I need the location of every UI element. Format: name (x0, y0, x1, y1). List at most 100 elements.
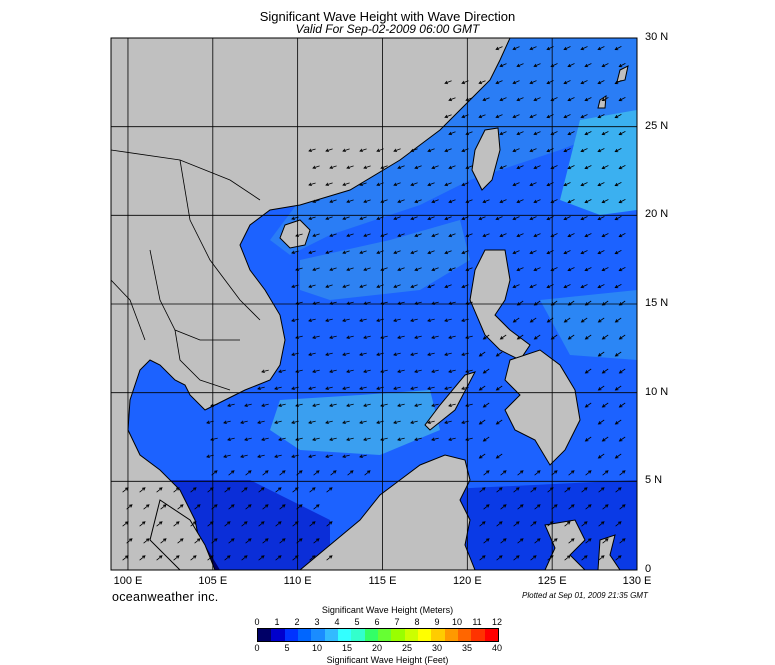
wave-direction-arrow (325, 352, 333, 356)
wave-direction-arrow (376, 420, 384, 424)
wave-direction-arrow (482, 334, 490, 340)
wave-direction-arrow (275, 487, 282, 493)
wave-direction-arrow (194, 538, 201, 544)
wave-direction-arrow (618, 334, 626, 340)
wave-direction-arrow (465, 233, 473, 238)
wave-direction-arrow (581, 521, 588, 527)
wave-direction-arrow (380, 267, 388, 271)
wave-direction-arrow (465, 97, 473, 102)
wave-direction-arrow (329, 301, 337, 305)
wave-direction-arrow (329, 335, 337, 339)
wave-direction-arrow (295, 301, 303, 305)
wave-direction-arrow (568, 538, 575, 544)
legend-meters-tick: 10 (451, 617, 462, 627)
wave-direction-arrow (122, 521, 129, 527)
halmahera-island (597, 534, 621, 570)
latitude-label: 15 N (645, 297, 669, 309)
wave-direction-arrow (312, 199, 320, 203)
map-frame (110, 37, 638, 571)
wave-direction-arrow (342, 420, 350, 424)
wave-direction-arrow (584, 436, 592, 442)
wave-direction-arrow (567, 165, 575, 170)
wave-direction-arrow (363, 165, 371, 169)
legend-feet-tick: 30 (431, 643, 442, 653)
wave-direction-arrow (580, 284, 588, 289)
wave-direction-arrow (224, 555, 231, 561)
wave-direction-arrow (427, 148, 435, 153)
legend-feet-title: Significant Wave Height (Feet) (326, 655, 449, 665)
wave-band-high (560, 110, 637, 215)
wave-direction-arrow (547, 487, 554, 493)
wave-direction-arrow (329, 233, 337, 237)
wave-direction-arrow (598, 521, 605, 527)
wave-direction-arrow (614, 351, 622, 357)
wave-direction-arrow (529, 148, 537, 153)
wave-direction-arrow (278, 369, 286, 373)
colorbar-swatch (431, 629, 446, 641)
wave-direction-arrow (414, 165, 422, 170)
wave-direction-arrow (397, 301, 405, 305)
wave-direction-arrow (461, 386, 469, 390)
legend-meters-tick: 11 (472, 617, 482, 627)
wave-direction-arrow (482, 97, 490, 102)
wave-direction-arrow (533, 334, 541, 340)
wave-direction-arrow (563, 46, 571, 51)
wave-direction-arrow (584, 165, 592, 170)
wave-direction-arrow (330, 470, 337, 476)
wave-direction-arrow (615, 487, 622, 493)
wave-direction-arrow (444, 216, 452, 221)
wave-direction-arrow (444, 250, 452, 255)
wave-direction-arrow (312, 335, 320, 339)
wave-direction-arrow (500, 470, 507, 476)
wave-direction-arrow (156, 487, 163, 493)
wave-direction-arrow (550, 97, 558, 102)
wave-direction-arrow (325, 182, 333, 186)
wave-direction-arrow (568, 470, 575, 476)
wave-direction-arrow (597, 148, 605, 153)
wave-direction-arrow (380, 165, 388, 169)
wave-direction-arrow (431, 403, 439, 407)
wave-direction-arrow (292, 555, 299, 561)
wave-direction-arrow (550, 233, 558, 238)
wave-direction-arrow (296, 470, 303, 476)
wave-direction-arrow (580, 80, 588, 85)
wave-direction-arrow (295, 267, 303, 271)
wave-direction-arrow (601, 368, 609, 374)
wave-direction-arrow (584, 233, 592, 238)
wave-direction-arrow (190, 555, 197, 561)
wave-direction-arrow (533, 63, 541, 68)
wave-direction-arrow (597, 46, 605, 51)
wave-direction-arrow (325, 284, 333, 288)
wave-direction-arrow (414, 335, 422, 339)
wave-direction-arrow (241, 487, 248, 493)
wave-direction-arrow (444, 182, 452, 187)
wave-direction-arrow (262, 538, 269, 544)
wave-direction-arrow (342, 386, 350, 390)
wave-direction-arrow (482, 402, 490, 408)
wave-direction-arrow (240, 420, 248, 424)
legend-meters-tick: 7 (394, 617, 400, 627)
wave-direction-arrow (529, 182, 537, 187)
wave-direction-arrow (393, 148, 401, 152)
wave-direction-arrow (465, 131, 473, 136)
wave-direction-arrow (278, 403, 286, 407)
wave-direction-arrow (597, 284, 605, 289)
wave-direction-arrow (533, 199, 541, 204)
wave-direction-arrow (619, 504, 626, 510)
wave-direction-arrow (295, 369, 303, 373)
wave-direction-arrow (567, 199, 575, 204)
wave-band-high (270, 390, 440, 455)
wave-direction-arrow (551, 538, 558, 544)
wave-direction-arrow (534, 504, 541, 510)
wave-direction-arrow (619, 470, 626, 476)
wave-direction-arrow (529, 317, 537, 323)
wave-direction-arrow (551, 470, 558, 476)
wave-direction-arrow (342, 352, 350, 356)
wave-direction-arrow (279, 538, 286, 544)
wave-direction-arrow (363, 335, 371, 339)
wave-direction-arrow (585, 504, 592, 510)
wave-direction-arrow (393, 284, 401, 288)
wave-direction-arrow (602, 470, 609, 476)
wave-direction-arrow (346, 437, 354, 441)
wave-direction-arrow (483, 470, 490, 476)
